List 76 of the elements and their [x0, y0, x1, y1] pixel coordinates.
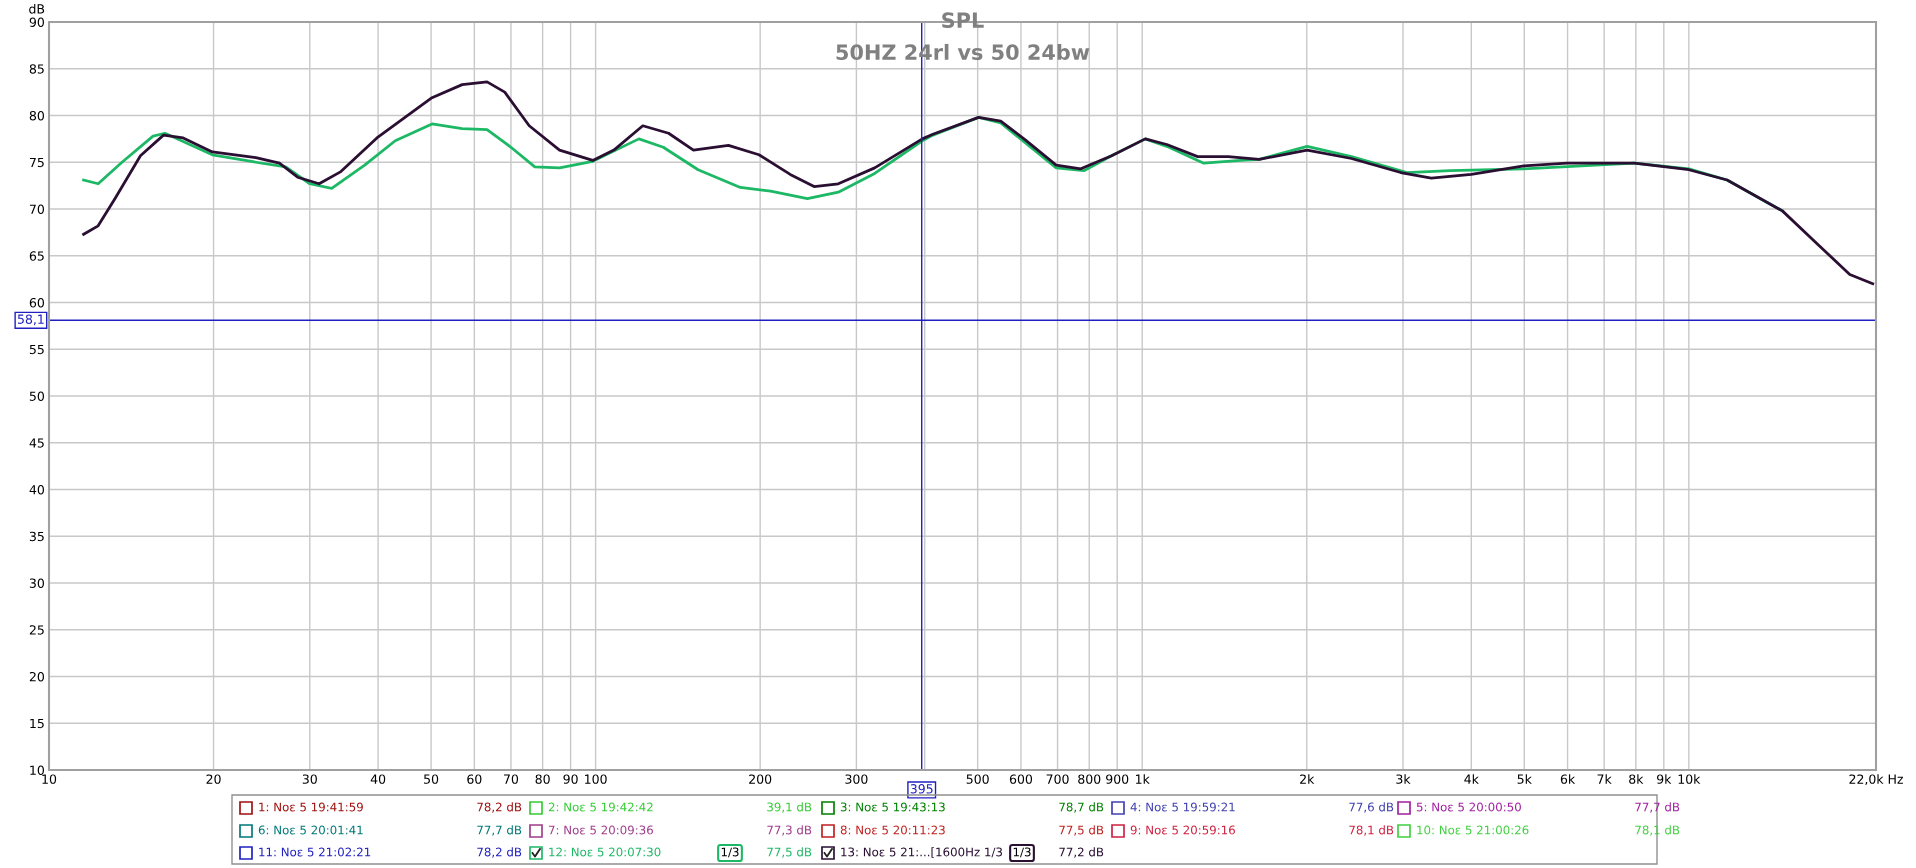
x-tick-label: 5k	[1517, 774, 1532, 784]
text: 77,7 dB	[1635, 802, 1680, 813]
legend-label: 13: Νοε 5 21:...[1600Hz 1/3	[841, 847, 1002, 858]
x-tick-label: 1k	[1136, 774, 1150, 784]
legend-label: 7: Νοε 5 20:09:36	[548, 825, 653, 835]
y-tick-label: 30	[29, 578, 44, 588]
text: 77,6 dB	[1349, 802, 1394, 813]
legend-label: 8: Νοε 5 20:11:23	[840, 825, 945, 835]
text: 77,2 dB	[1059, 847, 1104, 858]
y-tick-label: 55	[29, 344, 44, 355]
x-tick-label: 3k	[1396, 774, 1411, 784]
y-tick-label: 75	[29, 157, 44, 168]
y-tick-label: 10	[30, 765, 44, 775]
legend-label: 11: Νοε 5 21:02:21	[259, 847, 371, 857]
y-tick-label: 70	[29, 204, 44, 214]
legend-label: 5: Νοε 5 20:00:50	[1416, 802, 1521, 812]
x-tick-label: 500	[966, 774, 989, 784]
x-tick-label: 90	[563, 774, 578, 784]
x-tick-label: 9k	[1657, 774, 1672, 784]
text: 1/3	[721, 847, 739, 858]
y-tick-label: 20	[29, 671, 44, 682]
x-tick-label: 700	[1046, 774, 1069, 784]
text: 1/3	[1013, 847, 1031, 858]
y-tick-label: 50	[29, 391, 44, 401]
x-tick-label: 100	[585, 774, 607, 784]
x-tick-label: 7k	[1597, 774, 1612, 784]
text: 77,5 dB	[767, 847, 812, 858]
y-tick-label: 35	[29, 531, 44, 542]
y-tick-label: 65	[29, 251, 44, 261]
legend-label: 1: Νοε 5 19:41:59	[259, 802, 363, 812]
text: 78,2 dB	[477, 802, 522, 813]
x-tick-label: 800	[1078, 774, 1101, 784]
x-tick-label: 4k	[1464, 774, 1479, 784]
text: 78,1 dB	[1635, 825, 1680, 836]
x-tick-label: 60	[467, 774, 482, 784]
legend-label: 3: Νοε 5 19:43:13	[840, 802, 945, 812]
legend-label: 12: Νοε 5 20:07:30	[549, 847, 661, 857]
x-tick-label: 2k	[1300, 774, 1315, 784]
y-tick-label: 15	[30, 718, 44, 729]
y-tick-label: 45	[29, 438, 44, 448]
text: 77,7 dB	[477, 825, 522, 836]
ref-line-label: 58,1	[17, 314, 44, 326]
legend-label: 4: Νοε 5 19:59:21	[1130, 802, 1235, 812]
x-tick-label: 70	[504, 774, 519, 784]
x-tick-label: 50	[424, 774, 439, 784]
x-tick-label: 200	[749, 774, 772, 784]
x-tick-label: 900	[1106, 774, 1129, 784]
ref-line-label: 395	[910, 784, 933, 794]
legend-label: 9: Νοε 5 20:59:16	[1130, 825, 1235, 835]
x-tick-label: 6k	[1560, 774, 1576, 784]
x-tick-label: 20	[206, 774, 221, 784]
x-tick-label: 80	[535, 774, 550, 784]
x-tick-label: 10k	[1678, 774, 1701, 784]
text: 78,1 dB	[1349, 825, 1394, 836]
y-tick-label: 60	[29, 297, 44, 308]
text: 78,7 dB	[1059, 802, 1104, 813]
x-tick-label: 40	[370, 774, 386, 784]
legend-label: 2: Νοε 5 19:42:42	[548, 802, 653, 812]
y-tick-label: 90	[29, 17, 44, 27]
x-tick-label: 300	[845, 774, 868, 784]
text: 77,5 dB	[1059, 825, 1104, 836]
y-tick-label: 40	[29, 484, 44, 495]
y-tick-label: 80	[29, 110, 44, 121]
text: 77,3 dB	[767, 825, 812, 836]
x-tick-label: 22,0k Hz	[1849, 774, 1903, 786]
y-tick-label: 25	[29, 625, 44, 635]
legend-label: 6: Νοε 5 20:01:41	[258, 825, 363, 835]
x-tick-label: 600	[1009, 774, 1033, 784]
y-axis-title: dB	[29, 3, 45, 14]
legend-label: 10: Νοε 5 21:00:26	[1417, 825, 1529, 835]
text: 39,1 dB	[767, 802, 812, 813]
x-tick-label: 8k	[1629, 774, 1644, 784]
x-tick-label: 30	[302, 774, 317, 784]
x-tick-label: 10	[42, 774, 57, 784]
y-tick-label: 85	[29, 64, 44, 74]
text: 78,2 dB	[477, 847, 522, 858]
